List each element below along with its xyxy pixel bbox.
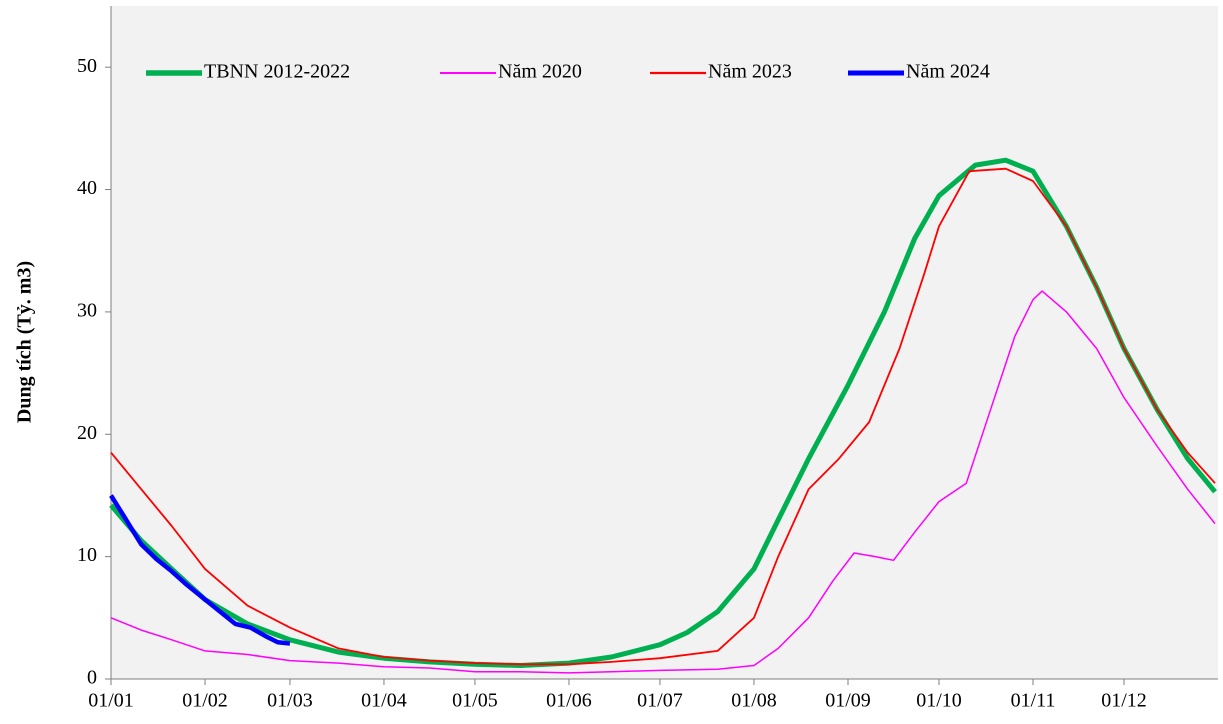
x-tick-label: 01/05: [452, 690, 498, 712]
x-tick-label: 01/12: [1101, 690, 1147, 712]
plot-area: [111, 6, 1218, 679]
series-line: [109, 157, 1217, 668]
x-tick-label: 01/03: [267, 690, 313, 712]
y-axis-title: Dung tích (Tỷ. m3): [14, 261, 36, 423]
legend-label: Năm 2020: [498, 61, 582, 83]
y-tick-label: 0: [87, 667, 97, 689]
x-tick-label: 01/08: [731, 690, 777, 712]
x-tick-label: 01/10: [916, 690, 962, 712]
x-tick-label: 01/06: [546, 690, 592, 712]
y-tick-label: 10: [77, 544, 97, 566]
y-tick-label: 40: [77, 177, 97, 199]
series-line: [110, 167, 1216, 666]
x-tick-label: 01/09: [825, 690, 871, 712]
x-tick-label: 01/04: [361, 690, 407, 712]
x-tick-label: 01/07: [637, 690, 683, 712]
legend-label: Năm 2023: [708, 61, 792, 83]
x-tick-label: 01/01: [88, 690, 134, 712]
series-line: [109, 494, 291, 646]
legend-label: TBNN 2012-2022: [204, 61, 350, 83]
y-tick-label: 20: [77, 422, 97, 444]
series-line: [110, 290, 1216, 674]
x-tick-label: 01/11: [1011, 690, 1056, 712]
legend-label: Năm 2024: [906, 61, 990, 83]
y-tick-label: 30: [77, 300, 97, 322]
y-tick-label: 50: [77, 55, 97, 77]
x-tick-label: 01/02: [182, 690, 228, 712]
